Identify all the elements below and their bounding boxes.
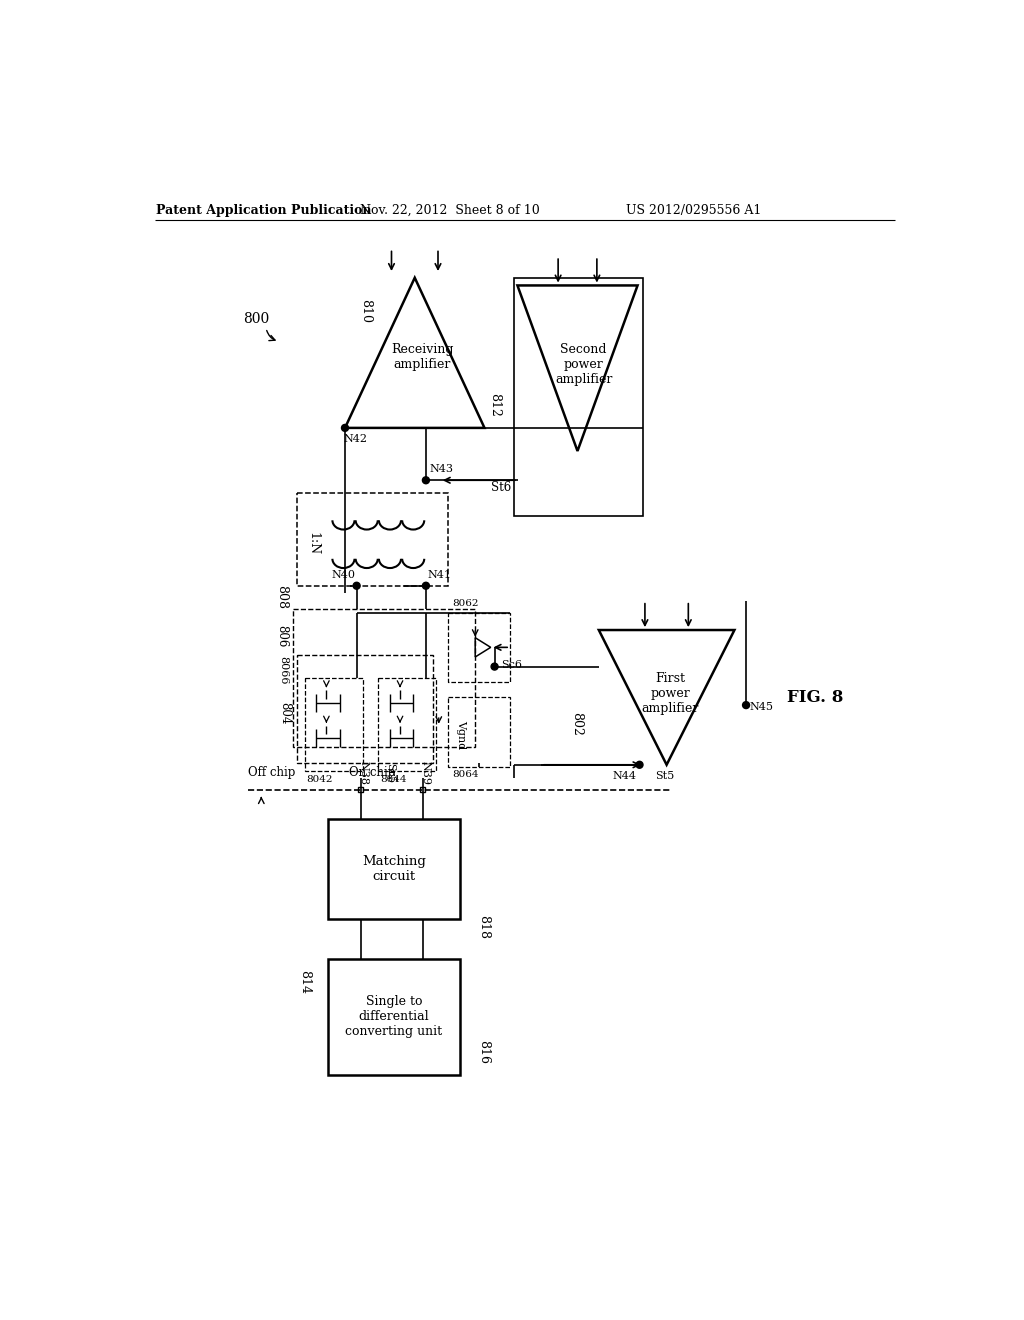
Text: N39: N39 [421,760,431,785]
Text: 806: 806 [275,624,289,647]
Text: 800: 800 [243,312,269,326]
Text: On chip: On chip [349,767,395,779]
Text: 818: 818 [477,915,489,939]
Text: Second
power
amplifier: Second power amplifier [555,343,612,385]
Text: N45: N45 [750,702,773,711]
Text: Off chip: Off chip [248,767,296,779]
Bar [293,609,475,747]
Text: 8062: 8062 [452,599,478,609]
Circle shape [636,762,643,768]
Text: Receiving
amplifier: Receiving amplifier [391,343,454,371]
Bar [297,494,449,586]
Circle shape [342,425,348,432]
Text: St5: St5 [655,771,674,780]
Text: N40: N40 [331,570,355,579]
Bar [449,612,510,682]
Text: Sr5: Sr5 [385,763,395,783]
Text: Vgnd: Vgnd [456,719,466,748]
Text: 812: 812 [488,393,502,417]
Bar [449,697,510,767]
Circle shape [423,582,429,589]
Text: N44: N44 [612,771,636,780]
Text: Single to
differential
converting unit: Single to differential converting unit [345,995,442,1039]
Text: Sc6: Sc6 [501,660,522,671]
Bar [420,788,425,792]
Text: 802: 802 [570,713,584,737]
Text: 8044: 8044 [380,775,407,784]
Circle shape [742,702,750,709]
Circle shape [353,582,360,589]
Circle shape [492,663,498,671]
Text: St6: St6 [490,482,511,495]
Bar [358,788,362,792]
Text: 804: 804 [278,702,291,723]
Text: Patent Application Publication: Patent Application Publication [156,205,372,218]
Text: 1:N: 1:N [306,532,319,554]
Text: Nov. 22, 2012  Sheet 8 of 10: Nov. 22, 2012 Sheet 8 of 10 [359,205,540,218]
Text: 814: 814 [298,970,311,994]
Bar [328,818,460,919]
Bar [328,960,460,1074]
Text: 8066: 8066 [279,656,289,685]
Text: 816: 816 [477,1040,489,1064]
Text: 808: 808 [275,585,289,609]
Text: N42: N42 [343,434,368,444]
Bar [305,678,362,771]
Circle shape [423,477,429,483]
Text: N43: N43 [429,465,453,474]
Bar [378,678,436,771]
Text: US 2012/0295556 A1: US 2012/0295556 A1 [626,205,762,218]
Text: N41: N41 [427,570,452,579]
Text: 810: 810 [359,298,372,323]
Text: 8064: 8064 [452,770,478,779]
Text: FIG. 8: FIG. 8 [786,689,843,706]
Text: 8042: 8042 [306,775,333,784]
Text: N38: N38 [359,760,369,785]
Text: Matching
circuit: Matching circuit [361,855,426,883]
Bar [514,277,643,516]
Bar [297,655,432,763]
Text: First
power
amplifier: First power amplifier [642,672,699,715]
